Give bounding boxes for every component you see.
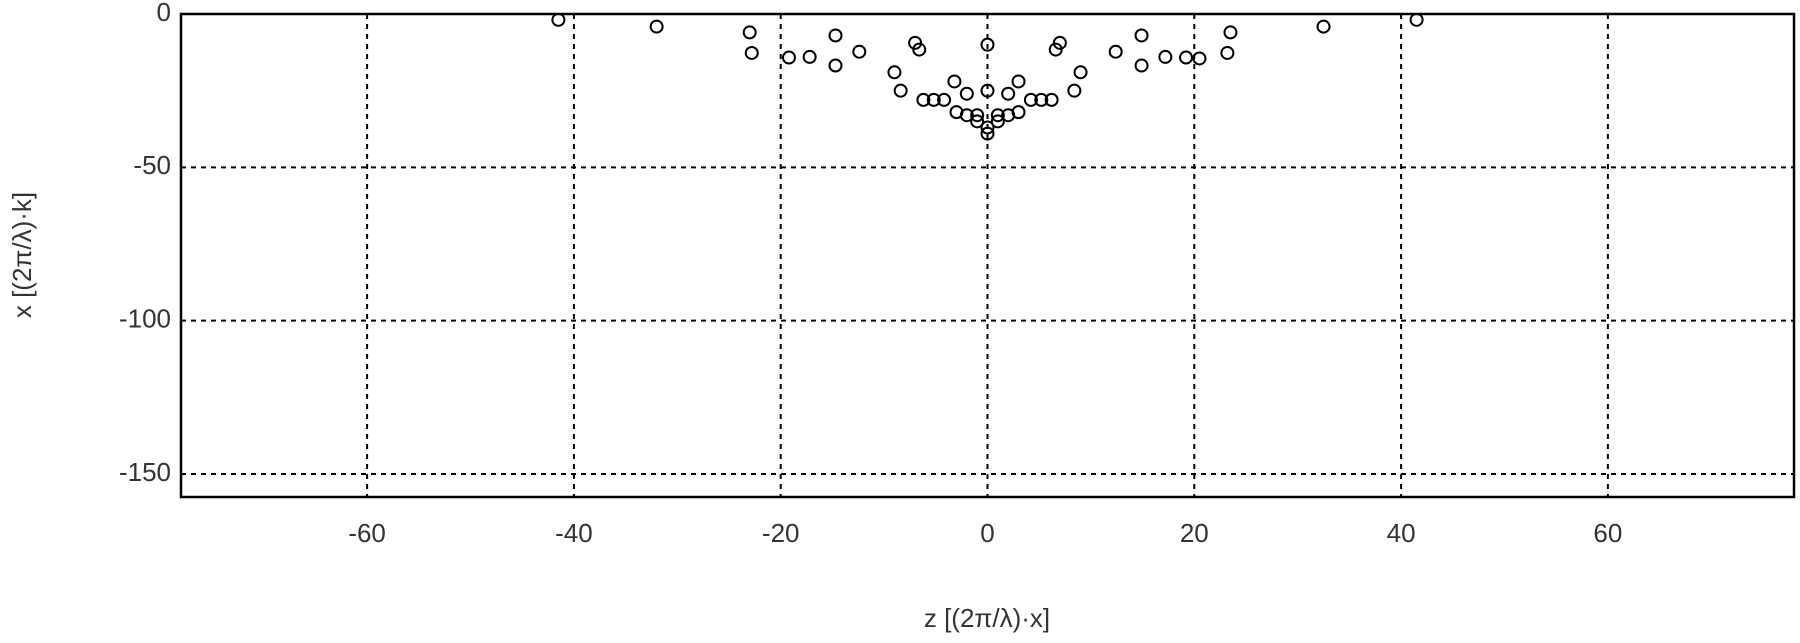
point: [1073, 65, 1088, 80]
point: [990, 114, 1005, 129]
point: [1108, 44, 1123, 59]
point: [980, 126, 995, 141]
x-tick-label: -60: [348, 518, 386, 548]
point: [744, 45, 759, 60]
point: [1011, 105, 1026, 120]
x-tick-label: -20: [762, 518, 800, 548]
point: [926, 92, 941, 107]
point: [980, 120, 995, 135]
point: [1192, 51, 1207, 66]
point: [887, 65, 902, 80]
point: [959, 108, 974, 123]
point: [970, 114, 985, 129]
point: [1179, 50, 1194, 65]
x-tick-label: 0: [980, 518, 994, 548]
point: [781, 50, 796, 65]
point: [1067, 83, 1082, 98]
point: [980, 83, 995, 98]
point: [970, 108, 985, 123]
point: [551, 12, 566, 27]
point: [937, 92, 952, 107]
point: [980, 37, 995, 52]
point: [1134, 58, 1149, 73]
point: [802, 49, 817, 64]
point: [1223, 25, 1238, 40]
point: [649, 19, 664, 34]
point: [1052, 35, 1067, 50]
y-tick-label: -50: [133, 150, 171, 180]
point: [1034, 92, 1049, 107]
x-axis-label: z [(2π/λ)·x]: [924, 603, 1050, 633]
point: [1001, 86, 1016, 101]
point: [1220, 45, 1235, 60]
point: [1134, 28, 1149, 43]
x-tick-label: 40: [1387, 518, 1416, 548]
point: [912, 42, 927, 57]
point: [1316, 19, 1331, 34]
point: [1011, 74, 1026, 89]
point: [742, 25, 757, 40]
y-tick-label: -150: [119, 457, 171, 487]
point: [1044, 92, 1059, 107]
y-axis-label: x [(2π/λ)·k]: [7, 192, 37, 318]
point: [1409, 12, 1424, 27]
point: [828, 28, 843, 43]
point: [852, 44, 867, 59]
point: [1023, 92, 1038, 107]
point: [947, 74, 962, 89]
x-tick-label: 20: [1180, 518, 1209, 548]
point: [959, 86, 974, 101]
x-tick-label: -40: [555, 518, 593, 548]
y-tick-label: -100: [119, 304, 171, 334]
plot-frame: [179, 12, 1796, 499]
point: [990, 108, 1005, 123]
point: [1158, 49, 1173, 64]
x-tick-label: 60: [1593, 518, 1622, 548]
point: [828, 58, 843, 73]
point: [916, 92, 931, 107]
point: [893, 83, 908, 98]
y-tick-label: 0: [157, 0, 171, 27]
